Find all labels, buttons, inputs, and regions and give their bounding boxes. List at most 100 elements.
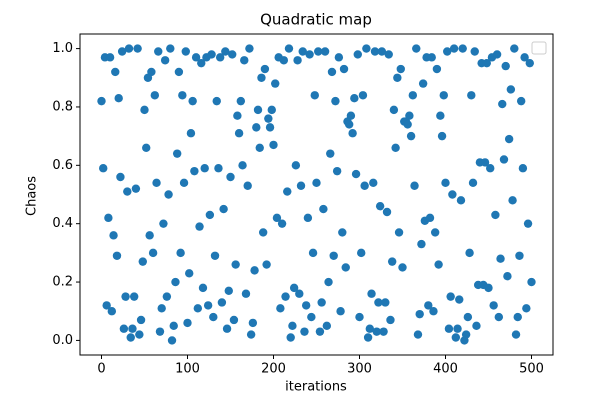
point <box>166 44 175 53</box>
point <box>429 307 438 316</box>
y-tick-label: 0.8 <box>52 99 73 114</box>
point <box>174 67 184 77</box>
point <box>427 53 436 62</box>
point <box>255 143 264 153</box>
point <box>329 251 338 260</box>
point <box>439 91 448 100</box>
point <box>195 222 204 231</box>
point <box>147 67 156 77</box>
point <box>212 96 221 106</box>
point <box>312 178 321 188</box>
point <box>293 56 302 65</box>
point <box>250 266 259 275</box>
point <box>217 298 227 307</box>
point <box>443 47 452 56</box>
point <box>198 283 208 293</box>
point <box>295 289 304 298</box>
point <box>410 181 419 190</box>
point <box>117 47 127 56</box>
point <box>159 219 168 228</box>
point <box>350 94 359 103</box>
point <box>451 333 461 342</box>
point <box>472 321 481 331</box>
x-tick-label: 0 <box>97 362 105 377</box>
y-tick-label: 1.0 <box>52 41 73 56</box>
point <box>107 307 117 316</box>
point <box>319 204 328 214</box>
point <box>176 248 185 258</box>
point <box>513 312 522 322</box>
point <box>516 96 526 106</box>
point <box>470 47 479 56</box>
point <box>504 134 514 144</box>
point <box>114 94 123 103</box>
point <box>394 228 404 237</box>
point <box>382 207 392 217</box>
point <box>377 47 387 56</box>
point <box>417 239 426 249</box>
point <box>142 143 151 153</box>
point <box>465 248 474 258</box>
point <box>425 213 435 223</box>
point <box>436 111 445 120</box>
point <box>123 187 132 196</box>
point <box>162 292 172 301</box>
point <box>418 79 428 88</box>
point <box>381 298 390 307</box>
point <box>246 330 256 339</box>
point <box>197 58 206 68</box>
point <box>403 120 412 129</box>
point <box>520 53 529 62</box>
point <box>362 44 371 53</box>
point <box>456 196 466 205</box>
point <box>229 315 239 325</box>
point <box>289 283 299 293</box>
point <box>272 213 282 223</box>
chart-title: Quadratic map <box>260 11 372 29</box>
point <box>365 324 375 333</box>
point <box>154 47 163 56</box>
point <box>116 172 125 182</box>
point <box>124 44 134 53</box>
point <box>105 53 115 62</box>
point <box>191 53 201 62</box>
point <box>453 324 462 333</box>
point <box>458 44 467 53</box>
point <box>136 315 146 325</box>
point <box>221 47 230 56</box>
y-tick-label: 0.0 <box>52 333 73 348</box>
point <box>384 50 393 59</box>
point <box>298 47 307 56</box>
axes-frame <box>79 33 554 356</box>
point <box>264 114 273 123</box>
point <box>155 327 165 336</box>
point <box>374 298 383 307</box>
point <box>498 99 507 109</box>
point <box>486 164 495 173</box>
point <box>152 178 161 188</box>
point <box>430 228 440 237</box>
point <box>276 304 285 313</box>
point <box>322 321 332 331</box>
point <box>265 123 275 132</box>
point <box>160 56 170 65</box>
point <box>515 251 524 260</box>
point <box>332 166 342 176</box>
point <box>222 324 232 333</box>
point <box>121 292 130 301</box>
point <box>203 301 213 310</box>
point <box>148 248 158 258</box>
point <box>375 201 385 211</box>
point <box>288 321 297 331</box>
point <box>157 304 166 313</box>
point <box>179 178 189 188</box>
point <box>446 292 455 301</box>
point <box>461 330 471 339</box>
point <box>128 324 137 333</box>
point <box>489 301 498 310</box>
point <box>257 73 266 82</box>
point <box>281 292 290 301</box>
x-tick-label: 100 <box>175 362 200 377</box>
point <box>164 190 173 199</box>
